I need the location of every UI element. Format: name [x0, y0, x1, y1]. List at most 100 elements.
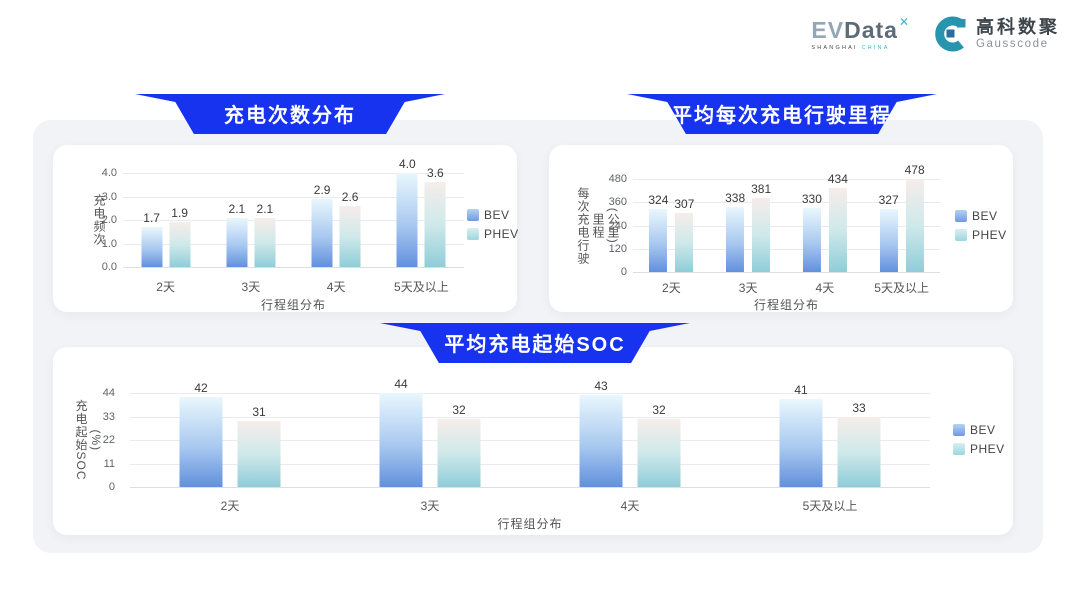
y-tick-label: 3.0 — [101, 190, 117, 203]
bar-phev-2天 — [675, 212, 694, 272]
bar-column: 43 — [579, 379, 623, 487]
x-axis-title: 行程组分布 — [260, 298, 326, 312]
y-tick-label: 360 — [608, 196, 627, 209]
gausscode-text: 高科数聚 Gausscode — [976, 17, 1060, 51]
bar-group-4天: 2.9 2.6 — [311, 153, 361, 267]
legend-label: BEV — [972, 209, 998, 223]
x-category-label: 5天及以上 — [874, 281, 929, 295]
bar-column: 434 — [828, 172, 848, 272]
bar-value-label: 41 — [794, 383, 808, 398]
bar-group-5天及以上: 327 478 — [879, 159, 925, 272]
legend-swatch-phev — [467, 228, 479, 240]
bar-value-label: 2.6 — [341, 189, 359, 204]
gridline — [633, 179, 940, 180]
bar-value-label: 324 — [648, 193, 669, 208]
bar-bev-3天 — [726, 206, 745, 272]
bar-column: 32 — [637, 402, 681, 487]
bar-column: 338 — [725, 190, 746, 272]
x-axis-title: 行程组分布 — [753, 298, 819, 312]
legend-label: PHEV — [970, 442, 1005, 456]
y-tick-label: 33 — [102, 410, 115, 423]
evdata-subtext-china: CHINA — [861, 45, 890, 51]
bar-value-label: 32 — [652, 402, 666, 417]
bar-phev-4天 — [637, 418, 681, 487]
bar-bev-4天 — [579, 395, 623, 487]
y-tick-label: 2.0 — [101, 214, 117, 226]
bar-bev-4天 — [802, 208, 821, 272]
bar-column: 2.1 — [226, 202, 248, 267]
bar-phev-3天 — [752, 198, 771, 272]
bar-value-label: 43 — [594, 379, 608, 394]
x-category-label: 4天 — [326, 280, 346, 294]
bar-value-label: 33 — [852, 400, 866, 415]
gridline — [130, 393, 930, 394]
chart-card-charging-count: 0.0 1.0 2.0 3.0 4.0 1.7 1.9 2天 2.1 2.1 3天 2.9 2.6 4天 4… — [53, 145, 519, 312]
legend-item-bev: BEV — [955, 209, 1007, 223]
legend: BEV PHEV — [955, 209, 1007, 242]
bar-bev-3天 — [226, 217, 248, 267]
legend-swatch-phev — [953, 443, 965, 455]
evdata-wordmark: EV Data ✕ — [811, 15, 909, 43]
y-tick-label: 480 — [608, 173, 627, 185]
y-tick-label: 11 — [103, 457, 115, 470]
bar-bev-5天及以上 — [396, 173, 418, 267]
bar-group-3天: 2.1 2.1 — [226, 153, 276, 267]
bar-bev-5天及以上 — [779, 399, 823, 487]
x-category-label: 2天 — [156, 280, 175, 294]
bar-value-label: 2.9 — [313, 182, 331, 197]
gridline — [130, 416, 930, 418]
y-axis-title: 充电起始SOC (%) — [74, 399, 103, 481]
bar-column: 2.1 — [254, 202, 276, 267]
gridline — [633, 225, 940, 227]
x-axis-line — [123, 267, 464, 268]
legend-swatch-bev — [953, 424, 965, 436]
legend: BEV PHEV — [467, 208, 519, 241]
bar-column: 32 — [437, 402, 481, 487]
bar-group-2天: 324 307 — [648, 159, 694, 272]
legend-label: BEV — [970, 423, 996, 437]
bar-group-4天: 330 434 — [802, 159, 848, 272]
gausscode-logo: 高科数聚 Gausscode — [933, 16, 1060, 52]
bar-column: 330 — [802, 192, 822, 272]
bar-column: 478 — [905, 163, 925, 272]
gridline — [123, 220, 464, 221]
gausscode-english-name: Gausscode — [976, 37, 1049, 50]
gausscode-chinese-name: 高科数聚 — [976, 17, 1060, 38]
evdata-logo: EV Data ✕ SHANGHAI CHINA — [811, 15, 909, 51]
bar-value-label: 32 — [452, 402, 466, 417]
bar-phev-5天及以上 — [424, 182, 446, 267]
bar-bev-3天 — [379, 393, 423, 487]
bar-group-5天及以上: 4.0 3.6 — [396, 153, 446, 267]
bar-chart-mileage-per-charge: 0 120 240 360 480 324 307 2天 338 381 3天 330 434 4天 327… — [549, 145, 1013, 312]
bar-phev-2天 — [237, 420, 281, 487]
evdata-x-icon: ✕ — [898, 15, 909, 29]
bar-group-3天: 44 32 — [379, 373, 481, 487]
bar-column: 3.6 — [424, 166, 446, 267]
bar-value-label: 381 — [751, 182, 772, 197]
x-category-label: 4天 — [620, 499, 640, 513]
legend: BEV PHEV — [953, 423, 1005, 456]
bar-value-label: 42 — [194, 381, 208, 396]
bar-column: 31 — [237, 405, 281, 487]
legend-item-phev: PHEV — [953, 442, 1005, 456]
bar-bev-5天及以上 — [879, 208, 898, 272]
legend-label: PHEV — [972, 228, 1007, 242]
bar-group-2天: 42 31 — [179, 373, 281, 487]
legend-label: BEV — [484, 208, 510, 222]
bar-column: 324 — [648, 193, 668, 272]
bar-bev-4天 — [311, 198, 333, 267]
bar-column: 33 — [837, 400, 881, 487]
bar-phev-3天 — [254, 217, 276, 267]
evdata-ev-text: EV — [811, 17, 845, 43]
legend-item-bev: BEV — [467, 208, 519, 222]
bar-value-label: 330 — [801, 192, 822, 207]
legend-swatch-bev — [955, 210, 967, 222]
bar-column: 327 — [879, 193, 899, 272]
gridline — [123, 196, 464, 198]
bar-phev-4天 — [828, 187, 847, 272]
x-category-label: 3天 — [241, 280, 261, 294]
x-category-label: 4天 — [815, 281, 835, 295]
x-category-label: 2天 — [662, 281, 681, 295]
bar-value-label: 338 — [725, 190, 746, 205]
bar-bev-2天 — [141, 227, 163, 267]
